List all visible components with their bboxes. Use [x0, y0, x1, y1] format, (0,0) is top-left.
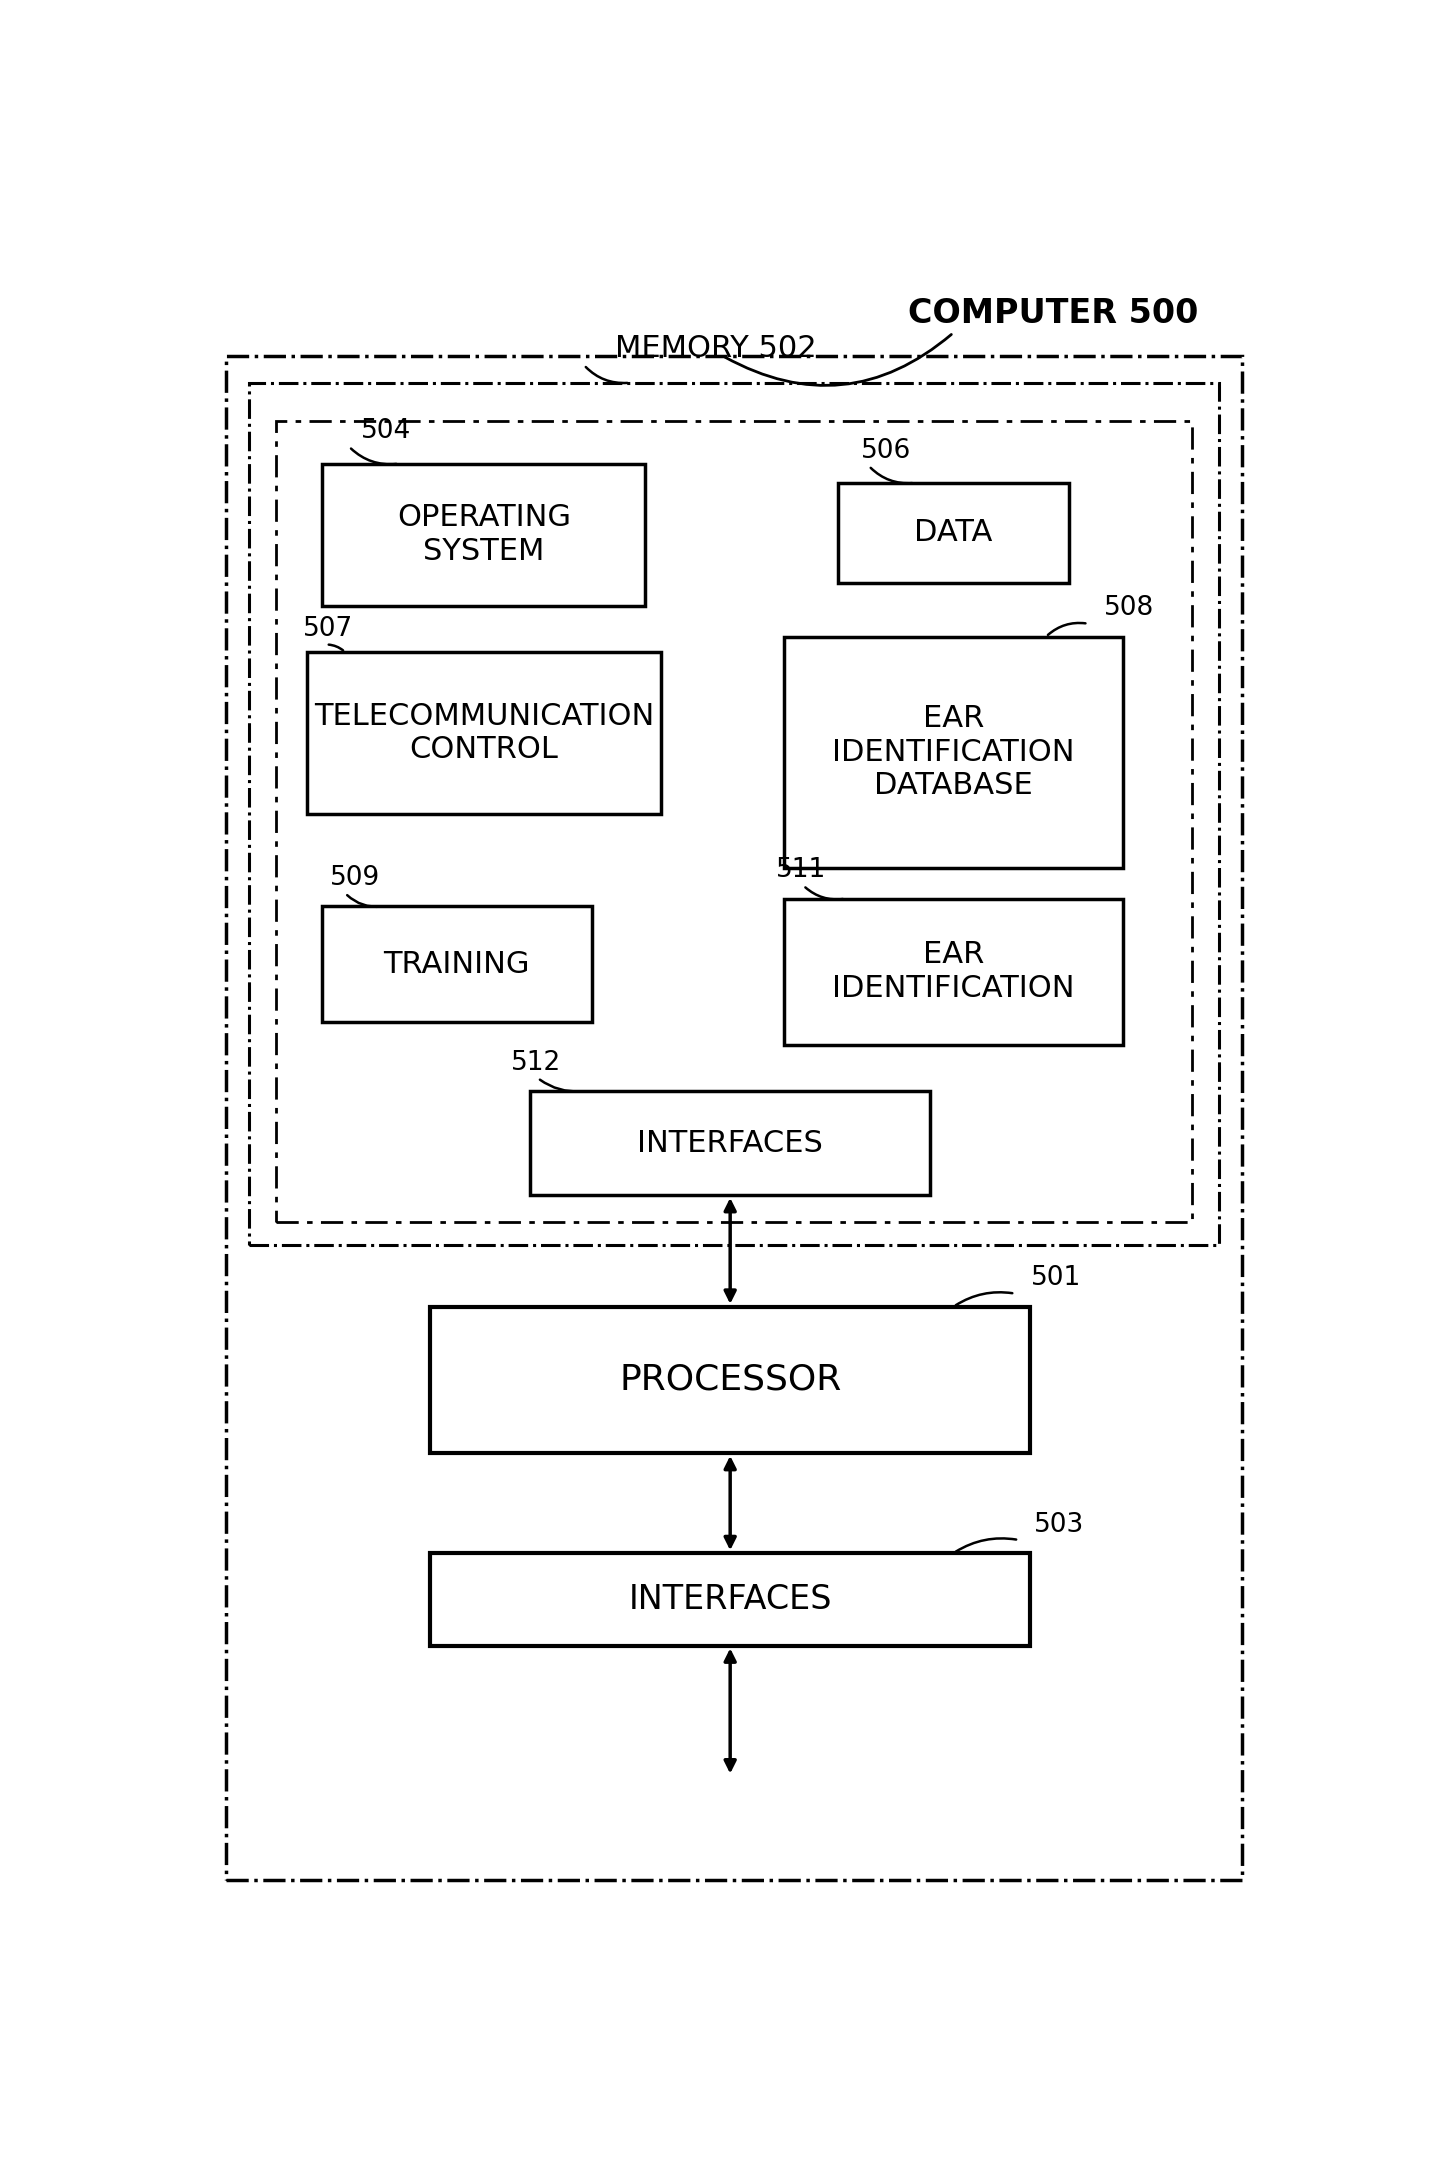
Bar: [837, 484, 1069, 583]
Text: EAR
IDENTIFICATION: EAR IDENTIFICATION: [832, 941, 1075, 1002]
Text: TRAINING: TRAINING: [384, 950, 530, 978]
Text: DATA: DATA: [914, 518, 993, 547]
Bar: [430, 1306, 1030, 1453]
Text: TELECOMMUNICATION
CONTROL: TELECOMMUNICATION CONTROL: [314, 703, 653, 763]
Text: PROCESSOR: PROCESSOR: [619, 1362, 842, 1397]
Text: 512: 512: [511, 1050, 561, 1076]
Text: EAR
IDENTIFICATION
DATABASE: EAR IDENTIFICATION DATABASE: [832, 705, 1075, 800]
Text: 503: 503: [1035, 1512, 1085, 1538]
Bar: [430, 1553, 1030, 1646]
Bar: [322, 464, 646, 605]
Text: 501: 501: [1030, 1265, 1081, 1291]
Bar: [784, 638, 1122, 868]
Text: MEMORY 502: MEMORY 502: [614, 334, 816, 364]
Text: 511: 511: [777, 857, 826, 883]
Text: OPERATING
SYSTEM: OPERATING SYSTEM: [397, 503, 571, 566]
Text: 508: 508: [1104, 596, 1154, 620]
Text: 504: 504: [361, 419, 410, 445]
Text: COMPUTER 500: COMPUTER 500: [908, 297, 1199, 330]
Bar: [530, 1091, 931, 1195]
Text: INTERFACES: INTERFACES: [629, 1583, 832, 1616]
Text: INTERFACES: INTERFACES: [637, 1128, 823, 1158]
Text: 506: 506: [861, 438, 911, 464]
Text: 507: 507: [302, 616, 353, 642]
Bar: [249, 382, 1219, 1245]
Bar: [276, 421, 1191, 1221]
Bar: [322, 907, 591, 1022]
Bar: [307, 653, 661, 813]
Bar: [784, 898, 1122, 1045]
Text: 509: 509: [330, 865, 380, 891]
